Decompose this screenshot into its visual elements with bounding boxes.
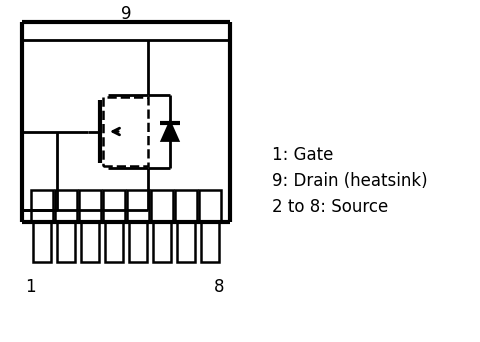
Bar bbox=[201, 222, 219, 262]
Text: 1: 1 bbox=[24, 278, 36, 296]
Text: 9: 9 bbox=[121, 5, 131, 23]
Bar bbox=[153, 222, 171, 262]
Bar bbox=[151, 190, 173, 222]
Text: 1: Gate: 1: Gate bbox=[272, 146, 334, 164]
Bar bbox=[129, 222, 147, 262]
Bar bbox=[127, 190, 149, 222]
Bar bbox=[103, 97, 148, 166]
Bar bbox=[55, 190, 77, 222]
Bar bbox=[81, 222, 99, 262]
Text: 9: Drain (heatsink): 9: Drain (heatsink) bbox=[272, 172, 428, 190]
Bar bbox=[31, 190, 53, 222]
Bar bbox=[199, 190, 221, 222]
Bar bbox=[103, 190, 125, 222]
Text: 2 to 8: Source: 2 to 8: Source bbox=[272, 198, 388, 216]
Bar bbox=[105, 222, 123, 262]
Bar bbox=[177, 222, 195, 262]
Bar bbox=[33, 222, 51, 262]
Text: 8: 8 bbox=[215, 278, 225, 296]
Bar bbox=[79, 190, 101, 222]
Polygon shape bbox=[162, 122, 178, 141]
Bar bbox=[175, 190, 197, 222]
Bar bbox=[57, 222, 75, 262]
